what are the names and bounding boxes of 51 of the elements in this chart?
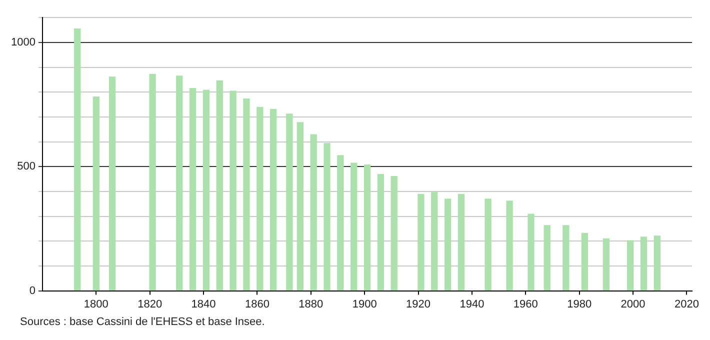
bar	[230, 90, 236, 291]
bar	[189, 88, 196, 291]
bar	[390, 176, 398, 291]
x-tick-label: 1980	[567, 298, 592, 310]
bar	[310, 134, 317, 291]
source-note: Sources : base Cassini de l'EHESS et base Insee.	[20, 316, 266, 328]
bar	[296, 122, 304, 291]
bar	[484, 198, 492, 291]
bar	[92, 96, 100, 291]
bar	[149, 74, 156, 291]
bar	[418, 194, 424, 291]
bar	[324, 142, 330, 291]
bar	[431, 192, 438, 291]
bar	[74, 28, 81, 291]
bar	[458, 194, 465, 291]
x-tick-label: 1820	[138, 298, 162, 310]
bar	[528, 214, 534, 291]
x-tick-label: 1940	[460, 298, 484, 310]
y-tick-label: 0	[29, 284, 36, 297]
bar	[216, 80, 223, 291]
x-tick-label: 1920	[406, 298, 431, 310]
bar	[654, 236, 660, 291]
bar	[562, 225, 570, 291]
bar	[602, 238, 610, 291]
bar	[506, 200, 513, 291]
bar	[202, 90, 210, 291]
x-tick-label: 1900	[352, 298, 377, 310]
bar	[286, 114, 293, 291]
bar	[108, 76, 116, 291]
bar	[364, 164, 371, 291]
x-tick-label: 2020	[674, 298, 699, 310]
bar	[350, 162, 358, 291]
x-tick-label: 2000	[620, 298, 646, 310]
bar	[544, 225, 550, 291]
x-tick-label: 1880	[298, 298, 324, 310]
x-tick-label: 1800	[84, 298, 108, 310]
bar	[627, 240, 634, 291]
bar	[243, 98, 250, 291]
bar	[377, 174, 384, 291]
bar	[176, 76, 183, 291]
bar	[640, 236, 648, 291]
x-tick-label: 1960	[513, 298, 538, 310]
bar	[337, 155, 344, 291]
bar	[581, 232, 588, 291]
x-tick-label: 1860	[244, 298, 270, 310]
y-tick-label: 1000	[10, 36, 36, 48]
y-tick-label: 500	[17, 160, 36, 173]
bar	[444, 198, 452, 291]
bar	[270, 108, 277, 291]
x-tick-label: 1840	[191, 298, 216, 310]
bar	[256, 106, 264, 291]
